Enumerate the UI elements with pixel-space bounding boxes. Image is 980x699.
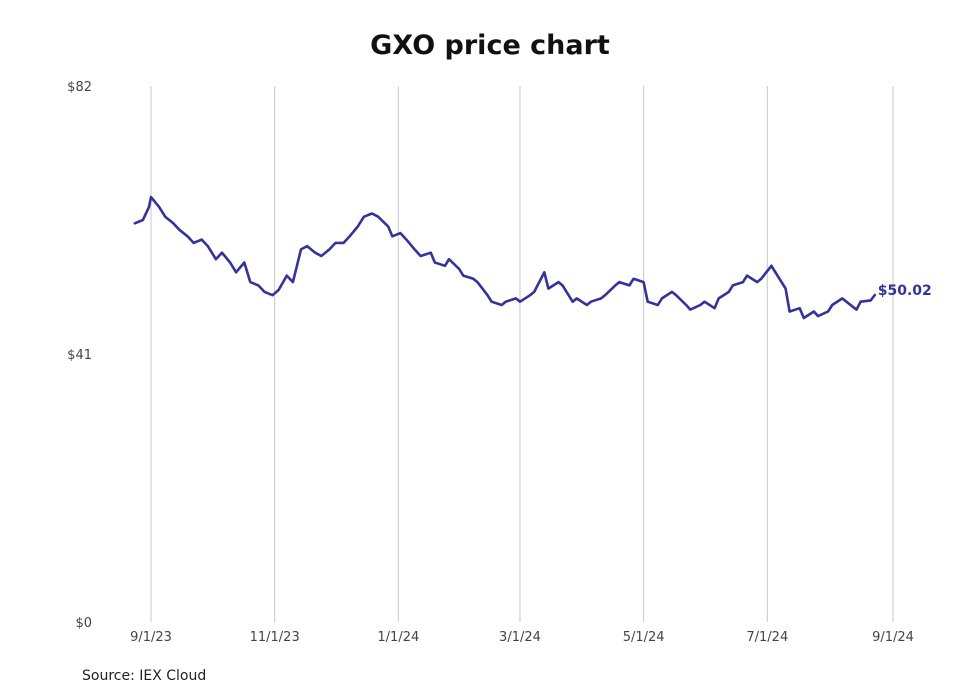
x-tick-label: 1/1/24	[377, 630, 419, 645]
x-tick-label: 9/1/24	[872, 630, 914, 645]
last-value-label: $50.02	[878, 283, 932, 299]
x-tick-label: 5/1/24	[623, 630, 665, 645]
x-tick-label: 7/1/24	[746, 630, 788, 645]
x-tick-label: 11/1/23	[250, 630, 300, 645]
y-axis-ticks: $82 $41 $0	[67, 80, 92, 631]
x-tick-label: 9/1/23	[130, 630, 172, 645]
y-tick-label: $82	[67, 80, 92, 95]
series-layer	[133, 195, 877, 320]
y-tick-label: $0	[75, 616, 92, 631]
gridlines	[150, 86, 894, 622]
chart-title: GXO price chart	[370, 30, 610, 61]
x-axis-ticks: 9/1/23 11/1/23 1/1/24 3/1/24 5/1/24 7/1/24 9/1…	[130, 630, 914, 645]
source-note: Source: IEX Cloud	[82, 668, 207, 684]
price-line-series-0	[133, 195, 877, 320]
y-tick-label: $41	[67, 348, 92, 363]
annotation-layer: $50.02	[878, 283, 932, 299]
x-tick-label: 3/1/24	[499, 630, 541, 645]
